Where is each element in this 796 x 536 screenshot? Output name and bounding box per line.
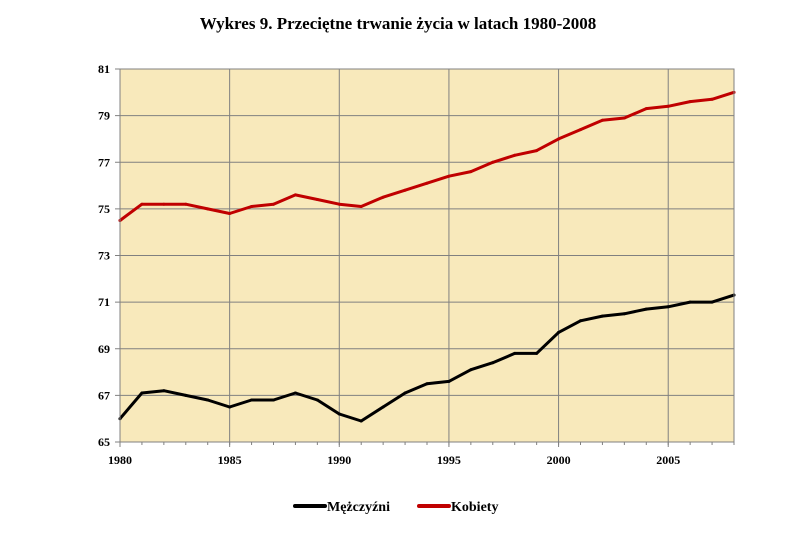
data-point — [666, 104, 670, 108]
data-point — [162, 202, 166, 206]
data-point — [557, 137, 561, 141]
data-point — [250, 398, 254, 402]
data-point — [272, 398, 275, 402]
data-point — [293, 193, 297, 197]
data-point — [557, 330, 561, 334]
data-point — [403, 188, 407, 192]
data-point — [403, 391, 407, 395]
y-tick-label: 71 — [98, 295, 110, 309]
x-tick-label: 1990 — [327, 453, 351, 467]
data-point — [140, 202, 144, 206]
data-point — [491, 160, 495, 164]
data-point — [425, 181, 429, 185]
data-point — [491, 361, 495, 365]
data-point — [710, 97, 714, 101]
data-point — [381, 405, 385, 409]
data-point — [140, 391, 144, 395]
x-tick-label: 1980 — [108, 453, 132, 467]
data-point — [228, 405, 232, 409]
data-point — [579, 128, 582, 132]
x-tick-label: 1995 — [437, 453, 461, 467]
y-tick-label: 81 — [98, 62, 110, 76]
data-point — [162, 389, 166, 393]
y-tick-label: 75 — [98, 202, 110, 216]
chart-title: Wykres 9. Przeciętne trwanie życia w lat… — [199, 14, 597, 33]
y-tick-label: 77 — [98, 155, 110, 169]
data-point — [250, 205, 254, 209]
data-point — [600, 314, 604, 318]
data-point — [293, 391, 297, 395]
data-point — [425, 382, 429, 386]
data-point — [469, 368, 473, 372]
x-tick-label: 1985 — [218, 453, 242, 467]
legend-label-1: Mężczyźni — [327, 500, 390, 515]
x-tick-label: 2005 — [656, 453, 680, 467]
data-point — [315, 198, 319, 202]
data-point — [228, 212, 232, 216]
data-point — [579, 319, 582, 323]
data-point — [447, 174, 451, 178]
series-lines — [118, 90, 736, 423]
data-point — [622, 116, 626, 120]
y-tick-label: 69 — [98, 342, 110, 356]
data-point — [710, 300, 714, 304]
data-point — [644, 107, 648, 111]
legend: Mężczyźni Kobiety — [293, 500, 498, 515]
x-tick-label: 2000 — [547, 453, 571, 467]
data-point — [513, 153, 517, 157]
legend-label-2: Kobiety — [451, 500, 498, 515]
data-point — [337, 412, 341, 416]
data-point — [315, 398, 319, 402]
data-point — [381, 195, 385, 199]
data-point — [184, 202, 188, 206]
data-point — [206, 398, 210, 402]
data-point — [337, 202, 341, 206]
data-point — [469, 170, 473, 174]
data-point — [206, 207, 210, 211]
data-point — [622, 312, 626, 316]
data-point — [688, 100, 692, 104]
data-point — [688, 300, 692, 304]
data-point — [359, 205, 363, 209]
data-point — [513, 351, 517, 355]
data-point — [666, 305, 670, 309]
y-tick-label: 65 — [98, 435, 110, 449]
y-tick-label: 73 — [98, 249, 110, 263]
y-tick-label: 67 — [98, 388, 110, 402]
data-point — [359, 419, 363, 423]
data-point — [535, 351, 539, 355]
data-point — [447, 379, 451, 383]
data-point — [644, 307, 648, 311]
data-point — [535, 149, 539, 153]
y-tick-label: 79 — [98, 109, 110, 123]
data-point — [272, 202, 275, 206]
axes: 65 67 69 71 73 75 77 79 81 1980 1985 1990 1995 2000 20… — [98, 62, 735, 467]
data-point — [184, 393, 188, 397]
data-point — [600, 118, 604, 122]
